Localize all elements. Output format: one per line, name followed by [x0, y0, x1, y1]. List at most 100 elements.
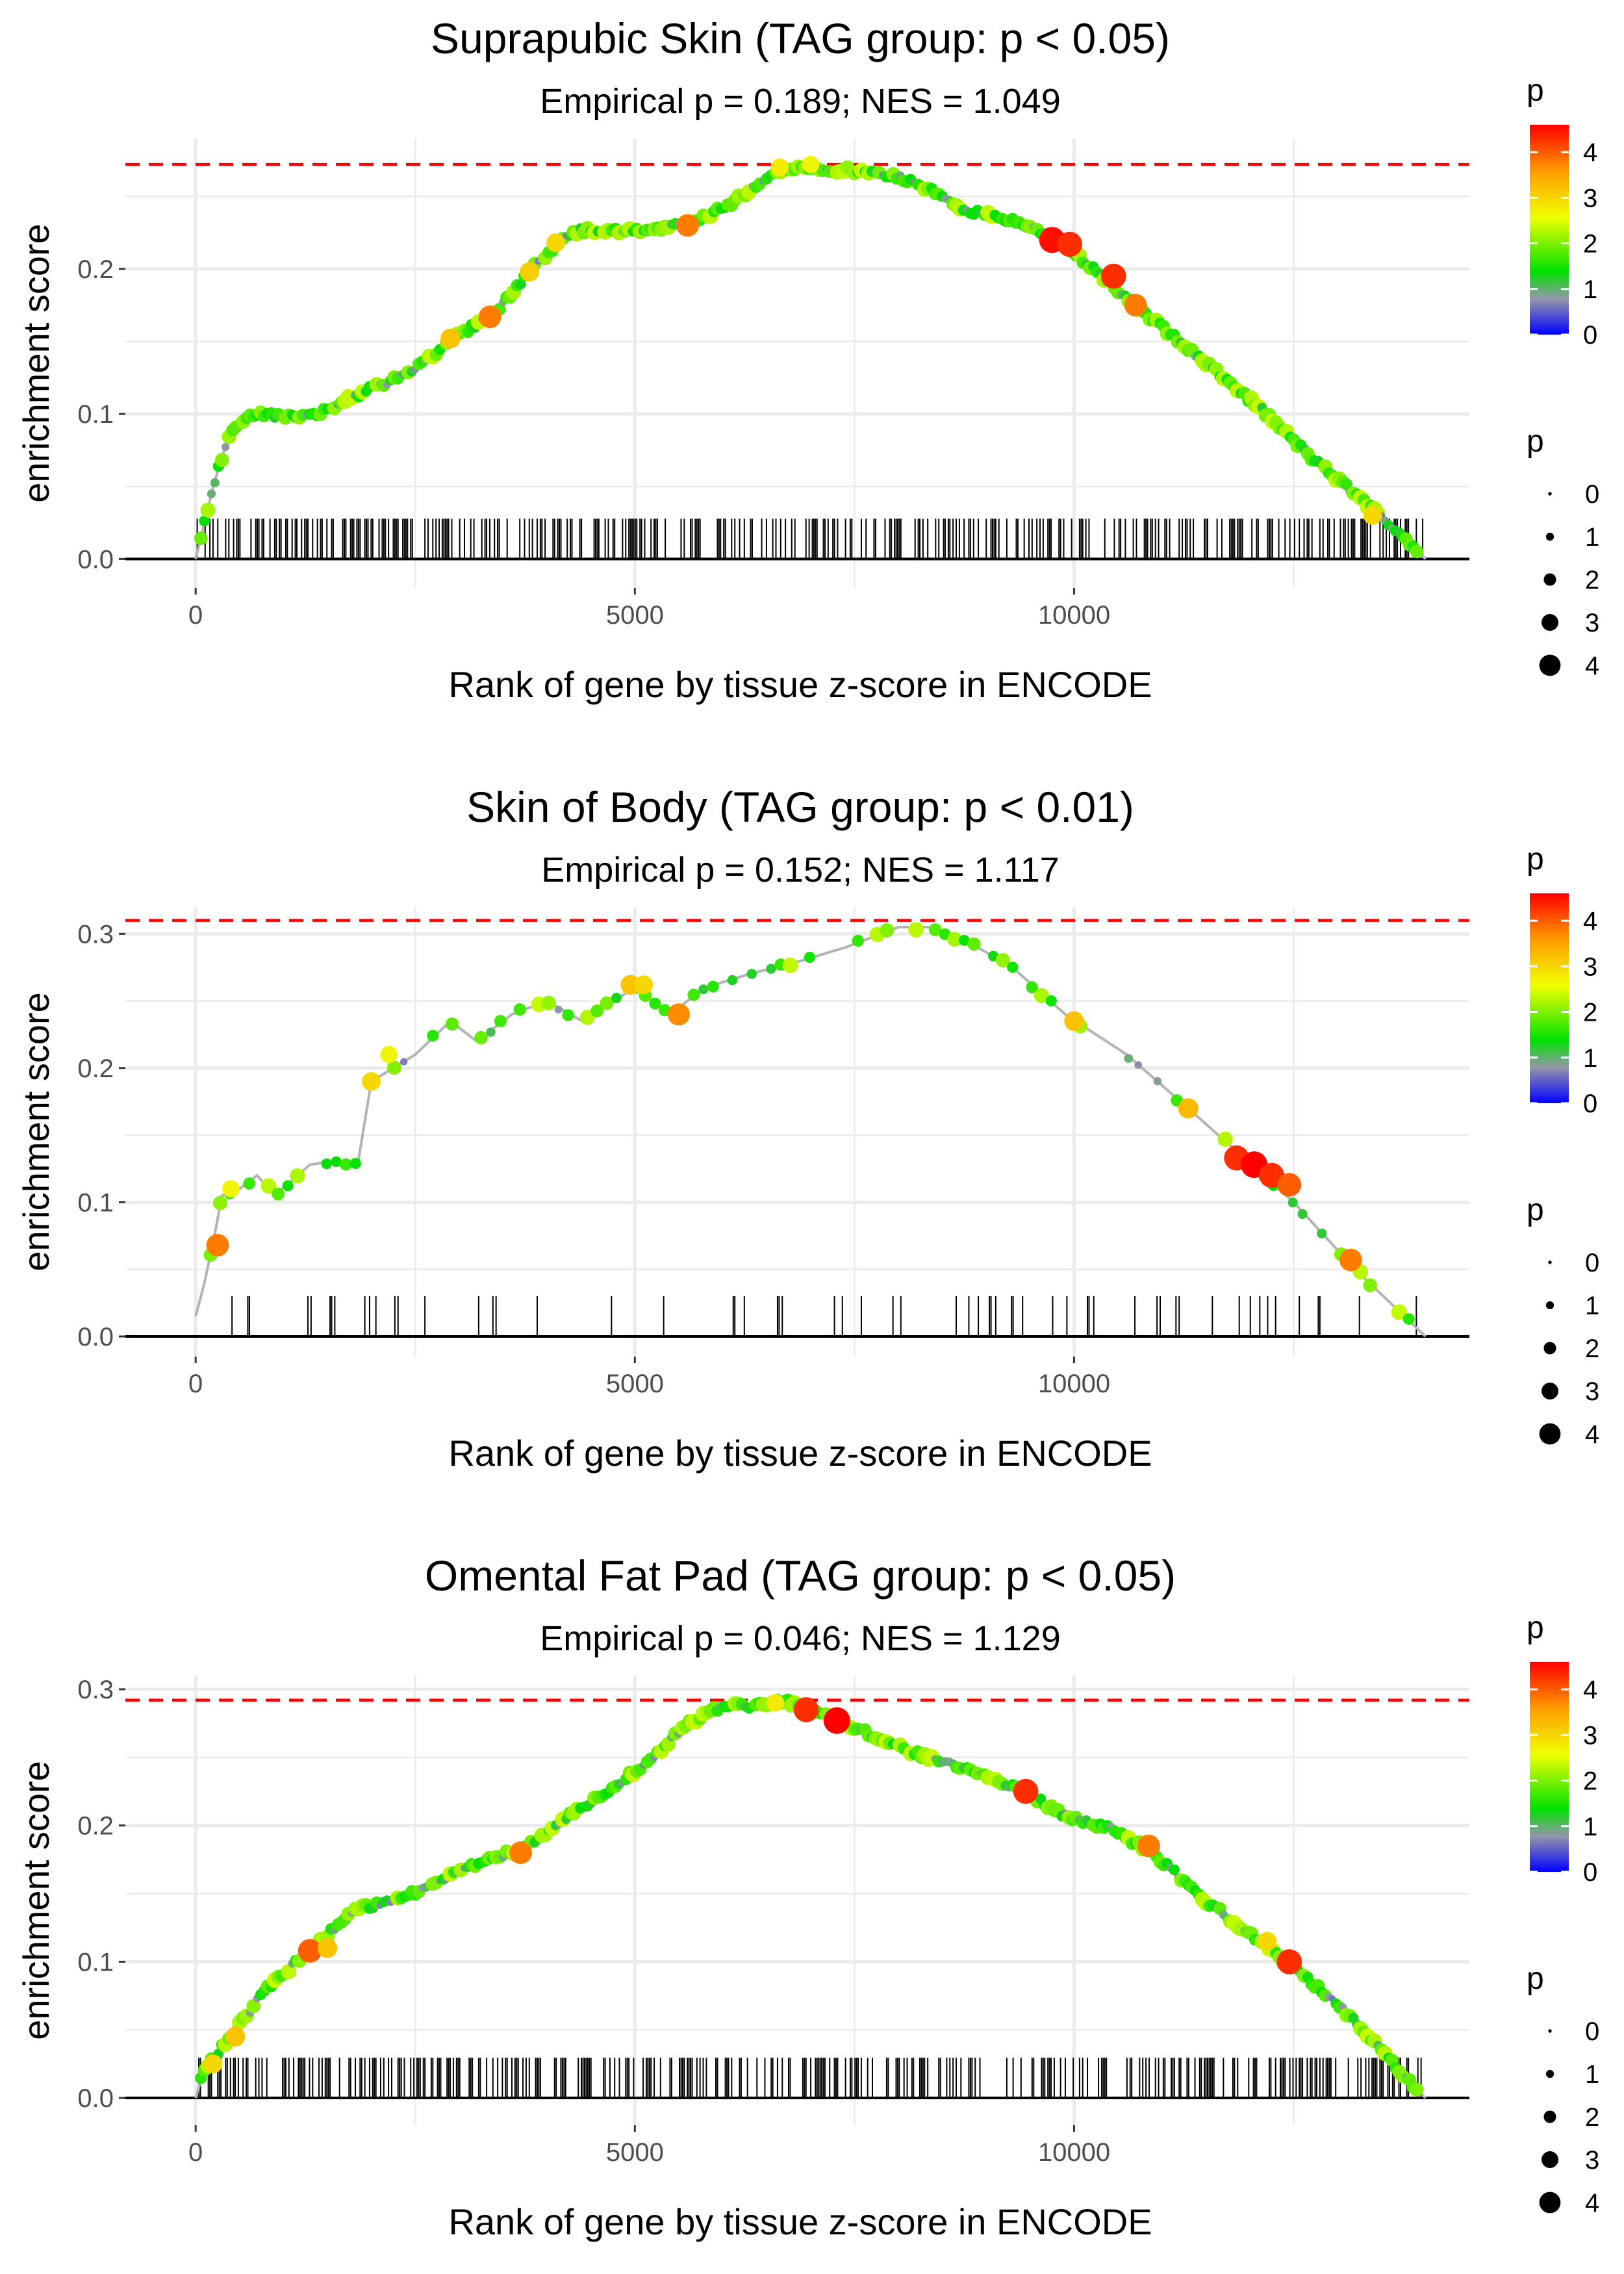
y-tick-label: 0.2 [77, 1812, 114, 1841]
es-point-high [1137, 1834, 1160, 1858]
y-tick-label: 0.2 [77, 255, 114, 284]
es-point [562, 1009, 574, 1021]
y-tick-label: 0.1 [77, 1188, 114, 1217]
color-legend-title: p [1527, 73, 1544, 108]
es-point [290, 1168, 305, 1184]
size-legend-key [1539, 2191, 1561, 2214]
x-axis-title: Rank of gene by tissue z-score in ENCODE [448, 664, 1152, 705]
es-point [1124, 1054, 1134, 1063]
gene-hit-ticks [196, 518, 1424, 559]
es-point [804, 951, 815, 963]
x-tick-label: 0 [188, 2138, 203, 2167]
es-point-high [1276, 1949, 1302, 1974]
panel-2: Skin of Body (TAG group: p < 0.01) Empiri… [16, 783, 1599, 1474]
color-legend: p 0 1 2 3 4 [1527, 1611, 1597, 1887]
es-point [331, 1156, 342, 1168]
es-point [1402, 1313, 1415, 1325]
color-legend-label: 3 [1583, 952, 1597, 981]
x-tick-label: 5000 [606, 601, 664, 630]
color-legend-label: 0 [1583, 321, 1597, 350]
es-point-high [823, 1707, 850, 1734]
es-point [474, 1030, 488, 1045]
es-point [967, 937, 981, 951]
es-point-high [1057, 231, 1082, 257]
size-legend-key [1539, 654, 1561, 676]
es-point [928, 923, 942, 936]
size-legend-key [1545, 1301, 1554, 1310]
color-legend-title: p [1527, 842, 1544, 876]
y-axis-title: enrichment score [16, 224, 57, 503]
es-point [281, 1963, 297, 1980]
es-point [215, 453, 229, 467]
es-point [200, 502, 216, 518]
size-legend-key [1543, 573, 1556, 586]
es-point [1363, 1278, 1377, 1292]
color-legend-label: 3 [1583, 184, 1597, 212]
color-legend-label: 2 [1583, 230, 1597, 259]
color-legend-label: 1 [1583, 275, 1597, 304]
y-tick-label: 0.0 [77, 545, 114, 574]
es-point-high [478, 305, 501, 328]
y-tick-label: 0.3 [77, 920, 114, 949]
es-point [541, 995, 556, 1010]
es-point [1288, 1197, 1298, 1208]
panel-1: Suprapubic Skin (TAG group: p < 0.05) Emp… [16, 14, 1599, 705]
es-point [213, 1195, 227, 1210]
color-bar [1530, 125, 1569, 335]
size-legend-label: 4 [1585, 1420, 1599, 1449]
es-point [349, 1158, 361, 1169]
es-point [707, 980, 719, 993]
es-point-high [440, 328, 461, 349]
es-point [852, 934, 865, 947]
chart-title: Suprapubic Skin (TAG group: p < 0.05) [431, 14, 1170, 62]
size-legend-key [1543, 2110, 1556, 2123]
es-point [515, 279, 526, 290]
size-legend-key [1548, 492, 1552, 496]
es-point [727, 975, 738, 986]
chart-subtitle: Empirical p = 0.046; NES = 1.129 [540, 1619, 1060, 1658]
y-tick-label: 0.2 [77, 1054, 114, 1083]
chart-subtitle: Empirical p = 0.189; NES = 1.049 [540, 82, 1060, 121]
es-point [782, 957, 798, 973]
es-point [687, 988, 700, 1001]
es-point [1217, 1131, 1233, 1147]
y-tick-label: 0.3 [77, 1676, 114, 1704]
y-axis-title: enrichment score [16, 992, 57, 1271]
color-legend-title: p [1527, 1611, 1544, 1645]
size-legend-label: 4 [1585, 652, 1599, 680]
es-point-high [634, 975, 653, 995]
es-point [321, 1158, 332, 1169]
es-point-high [546, 233, 565, 253]
size-legend-label: 3 [1585, 2146, 1599, 2175]
es-point [246, 1999, 261, 2013]
es-point-high [1101, 263, 1126, 289]
color-legend-label: 0 [1583, 1090, 1597, 1118]
size-legend-label: 4 [1585, 2189, 1599, 2217]
running-es-line [194, 166, 1427, 560]
es-point-high [620, 975, 641, 995]
es-point [1153, 1077, 1162, 1086]
size-legend-key [1542, 2151, 1558, 2168]
es-point-high [206, 1234, 229, 1257]
es-point-high [793, 1697, 819, 1722]
chart-title: Omental Fat Pad (TAG group: p < 0.05) [425, 1552, 1176, 1600]
es-point-high [1013, 1778, 1039, 1804]
size-legend-label: 1 [1585, 2060, 1599, 2089]
size-legend-key [1539, 1423, 1561, 1445]
es-point [908, 922, 924, 938]
size-legend-label: 0 [1585, 480, 1599, 509]
es-point [210, 478, 220, 487]
es-point [494, 1015, 507, 1028]
es-point [959, 935, 970, 946]
es-point [194, 531, 208, 545]
es-point-high [317, 1938, 338, 1958]
x-tick-label: 10000 [1038, 2138, 1110, 2167]
gene-hit-ticks [231, 1296, 1417, 1337]
es-point [513, 1003, 526, 1016]
size-legend-key [1542, 614, 1558, 631]
es-point-high [298, 1939, 322, 1963]
x-tick-label: 5000 [606, 1370, 664, 1398]
color-legend-label: 1 [1583, 1044, 1597, 1073]
color-legend-label: 4 [1583, 907, 1597, 936]
